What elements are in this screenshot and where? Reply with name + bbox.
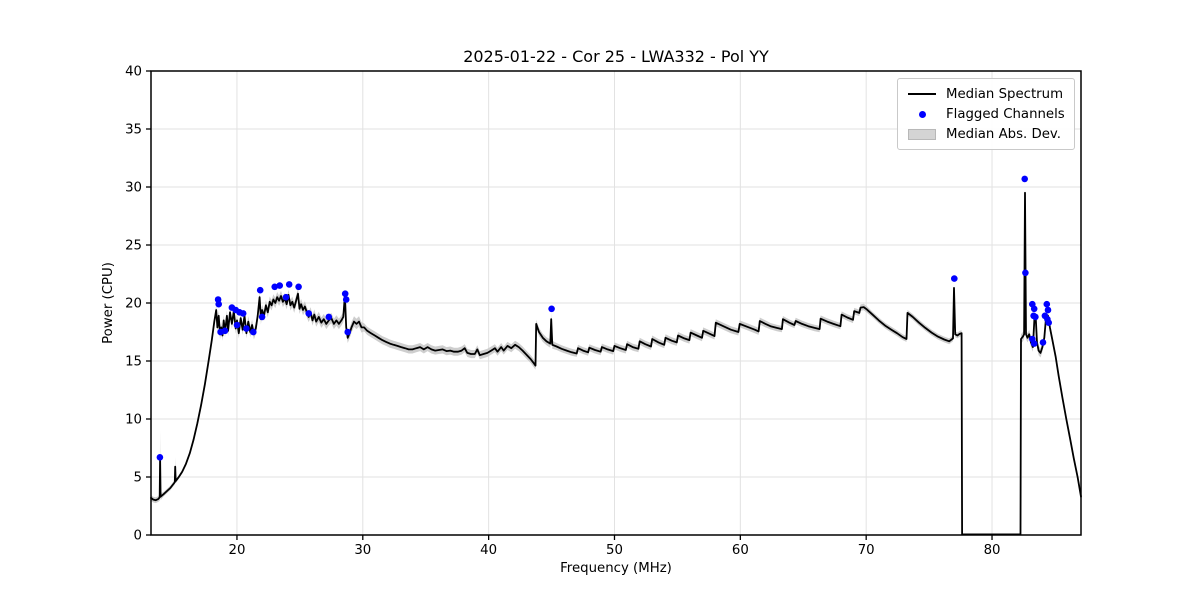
y-axis-label: Power (CPU) — [101, 262, 116, 344]
legend-label-flagged-channels: Flagged Channels — [946, 106, 1065, 122]
legend-item-flagged-channels: Flagged Channels — [907, 105, 1065, 123]
y-tick-label: 5 — [134, 471, 142, 486]
flagged-channel-point — [285, 281, 293, 288]
x-tick-label: 30 — [354, 543, 371, 558]
flagged-channel-point — [271, 283, 279, 291]
legend: Median Spectrum Flagged Channels Median … — [897, 78, 1075, 150]
flagged-channel-point — [342, 296, 350, 303]
legend-label-median-spectrum: Median Spectrum — [946, 86, 1064, 102]
x-tick-label: 70 — [858, 543, 875, 558]
flagged-channel-point — [233, 321, 241, 329]
x-tick-label: 80 — [984, 543, 1001, 558]
flagged-channel-point — [250, 328, 257, 336]
grid-layer — [151, 70, 1081, 536]
flagged-channel-point — [295, 283, 302, 291]
flagged-channel-point — [1039, 339, 1047, 346]
flagged-channel-point — [1030, 305, 1038, 313]
chart-title: 2025-01-22 - Cor 25 - LWA332 - Pol YY — [463, 47, 769, 66]
flagged-channel-point — [1043, 300, 1051, 308]
y-tick-label: 40 — [125, 65, 142, 80]
flagged-channel-point — [1032, 313, 1039, 321]
flagged-channel-point — [256, 286, 264, 294]
y-tick-label: 10 — [125, 413, 142, 428]
x-axis-label: Frequency (MHz) — [560, 561, 672, 576]
legend-item-median-abs-dev: Median Abs. Dev. — [907, 125, 1065, 143]
legend-item-median-spectrum: Median Spectrum — [907, 85, 1065, 103]
flagged-channel-point — [1022, 269, 1029, 277]
flagged-channel-point — [156, 454, 164, 461]
flagged-channel-point — [305, 310, 313, 317]
flagged-channel-point — [1021, 175, 1028, 183]
flagged-channel-point — [215, 300, 222, 308]
flagged-channel-point — [243, 325, 250, 332]
median-spectrum-layer — [150, 191, 1082, 536]
y-tick-label: 20 — [125, 297, 142, 312]
median-spectrum-line — [150, 191, 1082, 536]
y-tick-label: 35 — [125, 123, 142, 138]
flagged-channel-point — [951, 275, 958, 282]
y-tick-label: 30 — [125, 181, 142, 196]
y-tick-label: 15 — [125, 355, 142, 370]
median-spectrum-line-icon — [907, 93, 937, 95]
x-tick-label: 40 — [480, 543, 497, 558]
legend-label-median-abs-dev: Median Abs. Dev. — [946, 126, 1061, 142]
flagged-channel-point — [239, 310, 247, 317]
x-tick-label: 50 — [606, 543, 623, 558]
flagged-channel-point — [1030, 340, 1038, 347]
flagged-channel-point — [276, 282, 284, 289]
flagged-channels-layer — [156, 175, 1052, 461]
y-tick-label: 0 — [134, 529, 142, 544]
y-tick-label: 25 — [125, 239, 142, 254]
flagged-channel-point — [325, 313, 333, 321]
flagged-channel-point — [282, 293, 290, 301]
median-abs-dev-patch-icon — [907, 128, 937, 140]
flagged-channel-point — [548, 305, 555, 313]
x-tick-label: 20 — [228, 543, 245, 558]
x-tick-label: 60 — [732, 543, 749, 558]
flagged-channels-dot-icon — [907, 110, 937, 118]
flagged-channel-point — [1044, 306, 1052, 314]
flagged-channel-point — [344, 328, 352, 336]
flagged-channel-point — [1045, 319, 1052, 327]
tick-layer: 20 30 40 50 60 70 80 0 5 10 15 20 25 30 35 40 — [125, 65, 1000, 559]
flagged-channel-point — [258, 313, 266, 321]
flagged-channel-point — [341, 290, 349, 298]
flagged-channel-point — [221, 327, 229, 335]
